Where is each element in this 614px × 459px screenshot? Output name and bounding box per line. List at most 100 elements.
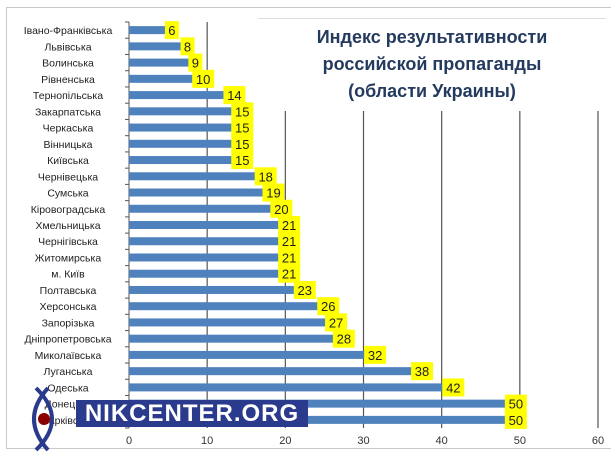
- category-label: Сумська: [47, 188, 88, 200]
- category-label: Чернігівська: [38, 236, 98, 248]
- data-label-bg: [364, 345, 387, 364]
- chart-title: Индекс результативности российской пропа…: [316, 27, 548, 101]
- category-label: Закарпатська: [35, 106, 101, 118]
- x-tick-label: 50: [514, 435, 526, 447]
- title-box: [258, 18, 606, 111]
- data-label-bg: [254, 167, 277, 186]
- category-label: Луганська: [44, 366, 93, 378]
- data-label: 28: [337, 332, 351, 347]
- category-label: Львівська: [44, 41, 91, 53]
- category-label: м. Київ: [51, 269, 85, 281]
- bar: [129, 383, 452, 392]
- bar: [129, 285, 303, 294]
- data-label-bg: [278, 248, 301, 267]
- bar: [129, 172, 264, 181]
- data-label-bg: [231, 118, 254, 137]
- category-label: Житомирська: [35, 252, 102, 264]
- category-label: Вінницька: [44, 139, 93, 151]
- x-tick-label: 10: [201, 435, 213, 447]
- bar: [129, 91, 233, 100]
- data-label: 32: [368, 348, 382, 363]
- category-label: Полтавська: [40, 285, 97, 297]
- data-label: 6: [168, 23, 175, 38]
- bar: [129, 42, 186, 51]
- category-label: Кіровоградська: [31, 204, 106, 216]
- category-label: Тернопільська: [33, 90, 103, 102]
- data-label: 8: [184, 39, 191, 54]
- bar: [129, 367, 421, 376]
- x-tick-label: 30: [357, 435, 369, 447]
- data-label: 10: [196, 72, 210, 87]
- data-label-bg: [223, 86, 246, 105]
- category-label: Черкаська: [43, 123, 94, 135]
- data-label-bg: [317, 297, 340, 316]
- data-label-bg: [504, 394, 527, 413]
- data-label-bg: [504, 410, 527, 429]
- bar: [129, 221, 288, 229]
- category-label: Херсонська: [39, 301, 96, 313]
- bar: [129, 399, 514, 408]
- bar: [129, 107, 241, 116]
- data-label: 19: [266, 186, 280, 201]
- data-label-bg: [192, 69, 215, 88]
- data-label-bg: [411, 362, 434, 381]
- data-label-bg: [293, 280, 316, 299]
- bar: [129, 415, 514, 424]
- data-label: 38: [415, 364, 429, 379]
- data-label-bg: [180, 37, 195, 56]
- data-label: 15: [235, 121, 249, 136]
- data-label: 21: [282, 250, 296, 265]
- data-label: 42: [446, 380, 460, 395]
- bar: [129, 269, 288, 278]
- data-label: 26: [321, 299, 335, 314]
- data-label-bg: [188, 53, 203, 72]
- category-label: Запорізька: [42, 317, 95, 329]
- bar: [129, 123, 241, 132]
- x-tick-label: 0: [126, 435, 132, 447]
- data-label: 50: [509, 413, 523, 428]
- category-label: Миколаївська: [35, 350, 102, 362]
- data-label-bg: [231, 151, 254, 170]
- data-label: 23: [298, 283, 312, 298]
- data-label: 14: [227, 88, 241, 103]
- bar: [129, 350, 374, 359]
- bar: [129, 237, 288, 246]
- data-label: 21: [282, 267, 296, 282]
- data-label-bg: [278, 264, 301, 283]
- data-label-bg: [231, 134, 254, 153]
- bar: [129, 334, 342, 343]
- data-label-bg: [278, 216, 301, 234]
- x-tick-label: 60: [592, 435, 604, 447]
- data-label: 15: [235, 137, 249, 152]
- data-label-bg: [262, 183, 285, 202]
- bar: [129, 204, 280, 213]
- data-label-bg: [278, 232, 301, 251]
- bar: [129, 58, 194, 67]
- data-label-bg: [164, 21, 179, 40]
- category-label: Івано-Франківська: [24, 25, 113, 37]
- category-label: Одеська: [47, 382, 88, 394]
- watermark-text: NIKCENTER.ORG: [76, 400, 308, 427]
- data-label: 21: [282, 234, 296, 249]
- bar: [129, 139, 241, 148]
- bar: [129, 188, 272, 197]
- bar: [129, 302, 327, 311]
- category-label: Чернівецька: [38, 171, 98, 183]
- data-label: 9: [192, 56, 199, 71]
- data-label: 15: [235, 104, 249, 119]
- bar: [129, 318, 335, 327]
- data-label: 15: [235, 153, 249, 168]
- category-label: Дніпропетровська: [24, 334, 111, 346]
- chart-frame: [6, 7, 611, 449]
- category-label: Рівненська: [41, 74, 95, 86]
- bar: [129, 253, 288, 262]
- data-label-bg: [270, 199, 293, 218]
- data-label: 20: [274, 202, 288, 217]
- data-label-bg: [325, 313, 348, 332]
- bar: [129, 26, 170, 35]
- data-label: 27: [329, 315, 343, 330]
- data-label: 50: [509, 397, 523, 412]
- bar: [129, 156, 241, 165]
- data-label-bg: [231, 102, 254, 121]
